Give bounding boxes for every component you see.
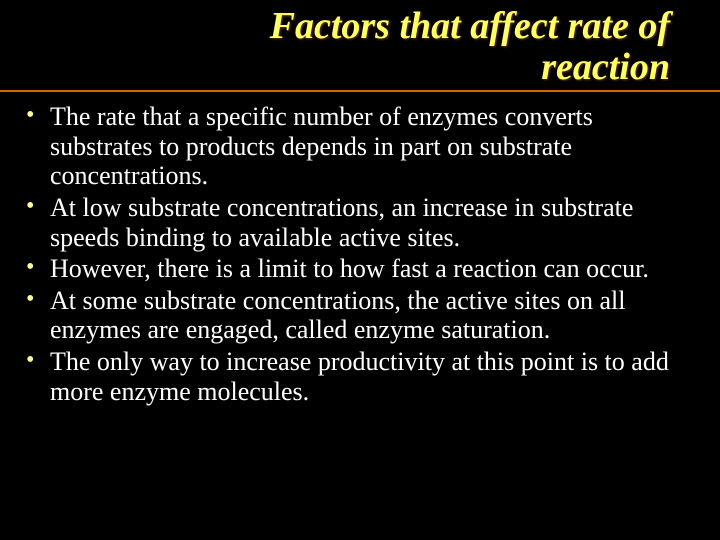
title-line-1: Factors that affect rate of bbox=[270, 5, 670, 47]
list-item: At low substrate concentrations, an incr… bbox=[20, 193, 700, 252]
page-title: Factors that affect rate of reaction bbox=[0, 0, 720, 88]
title-underline bbox=[0, 90, 720, 92]
title-line-2: reaction bbox=[541, 46, 670, 88]
list-item: However, there is a limit to how fast a … bbox=[20, 254, 700, 284]
slide: Factors that affect rate of reaction The… bbox=[0, 0, 720, 540]
list-item: At some substrate concentrations, the ac… bbox=[20, 286, 700, 345]
list-item: The rate that a specific number of enzym… bbox=[20, 102, 700, 191]
body-content: The rate that a specific number of enzym… bbox=[0, 102, 720, 406]
bullet-list: The rate that a specific number of enzym… bbox=[20, 102, 700, 406]
list-item: The only way to increase productivity at… bbox=[20, 347, 700, 406]
